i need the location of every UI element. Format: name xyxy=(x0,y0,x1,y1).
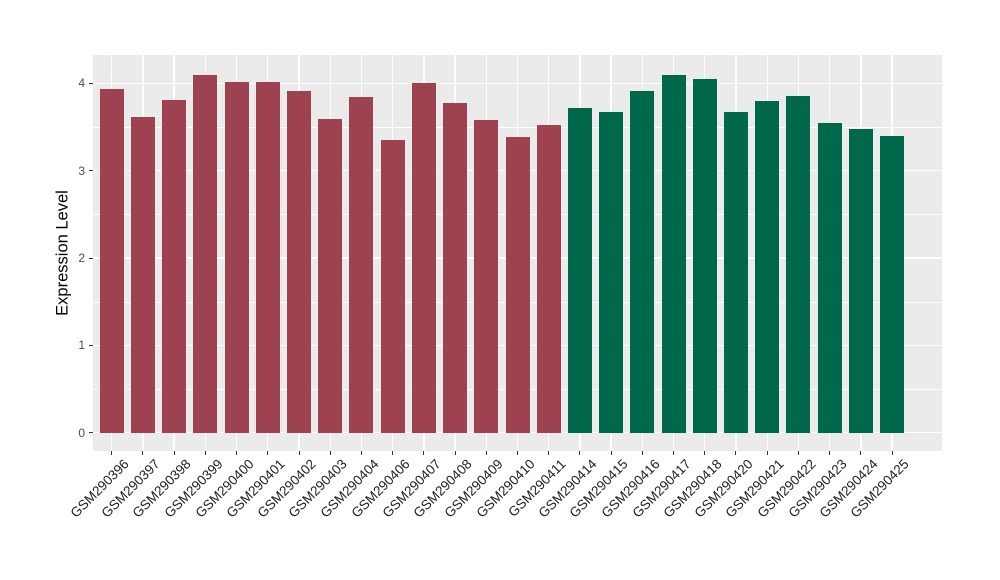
x-axis-tick xyxy=(204,451,206,455)
bar xyxy=(99,88,124,433)
y-tick-label: 0 xyxy=(78,425,85,440)
x-axis-tick xyxy=(735,451,737,455)
bar xyxy=(848,128,873,433)
x-axis-tick xyxy=(891,451,893,455)
y-axis-tick xyxy=(89,257,93,259)
bar xyxy=(817,123,842,433)
y-tick-label: 3 xyxy=(78,163,85,178)
bar xyxy=(755,100,780,433)
bar xyxy=(630,91,655,433)
bar xyxy=(318,119,343,433)
x-axis-tick xyxy=(173,451,175,455)
y-tick-label: 4 xyxy=(78,76,85,91)
x-axis-tick xyxy=(392,451,394,455)
y-axis-tick xyxy=(89,344,93,346)
x-axis-tick xyxy=(548,451,550,455)
bar xyxy=(162,99,187,433)
bar xyxy=(349,97,374,433)
x-axis-tick xyxy=(641,451,643,455)
x-axis-tick xyxy=(829,451,831,455)
y-tick-label: 1 xyxy=(78,338,85,353)
bar xyxy=(505,136,530,433)
y-axis-tick xyxy=(89,82,93,84)
bar xyxy=(599,112,624,433)
bar xyxy=(224,81,249,433)
x-axis-tick xyxy=(485,451,487,455)
bar xyxy=(443,102,468,433)
bar xyxy=(380,140,405,433)
y-tick-label: 2 xyxy=(78,251,85,265)
x-axis-tick xyxy=(454,451,456,455)
bar xyxy=(567,107,592,433)
bar xyxy=(474,119,499,433)
bar xyxy=(723,112,748,433)
bar xyxy=(786,96,811,433)
bar xyxy=(661,75,686,433)
x-axis-tick xyxy=(610,451,612,455)
x-axis-tick xyxy=(860,451,862,455)
bar xyxy=(193,74,218,433)
bar xyxy=(130,117,155,433)
x-axis-tick xyxy=(298,451,300,455)
x-axis-tick xyxy=(329,451,331,455)
bar xyxy=(411,83,436,433)
bar xyxy=(692,78,717,433)
x-axis-tick xyxy=(267,451,269,455)
bar xyxy=(880,135,905,433)
x-axis-tick xyxy=(423,451,425,455)
x-axis-tick xyxy=(766,451,768,455)
x-axis-tick xyxy=(704,451,706,455)
y-axis-tick xyxy=(89,432,93,434)
x-axis-tick xyxy=(236,451,238,455)
y-axis-tick xyxy=(89,170,93,172)
bar xyxy=(536,125,561,433)
x-axis-tick xyxy=(111,451,113,455)
bar xyxy=(287,91,311,433)
x-axis-tick xyxy=(142,451,144,455)
x-axis-tick xyxy=(360,451,362,455)
x-axis-tick xyxy=(797,451,799,455)
x-axis-tick xyxy=(579,451,581,455)
plot-panel xyxy=(93,55,942,451)
bar xyxy=(255,81,280,433)
x-axis-tick xyxy=(673,451,675,455)
x-axis-tick xyxy=(517,451,518,455)
